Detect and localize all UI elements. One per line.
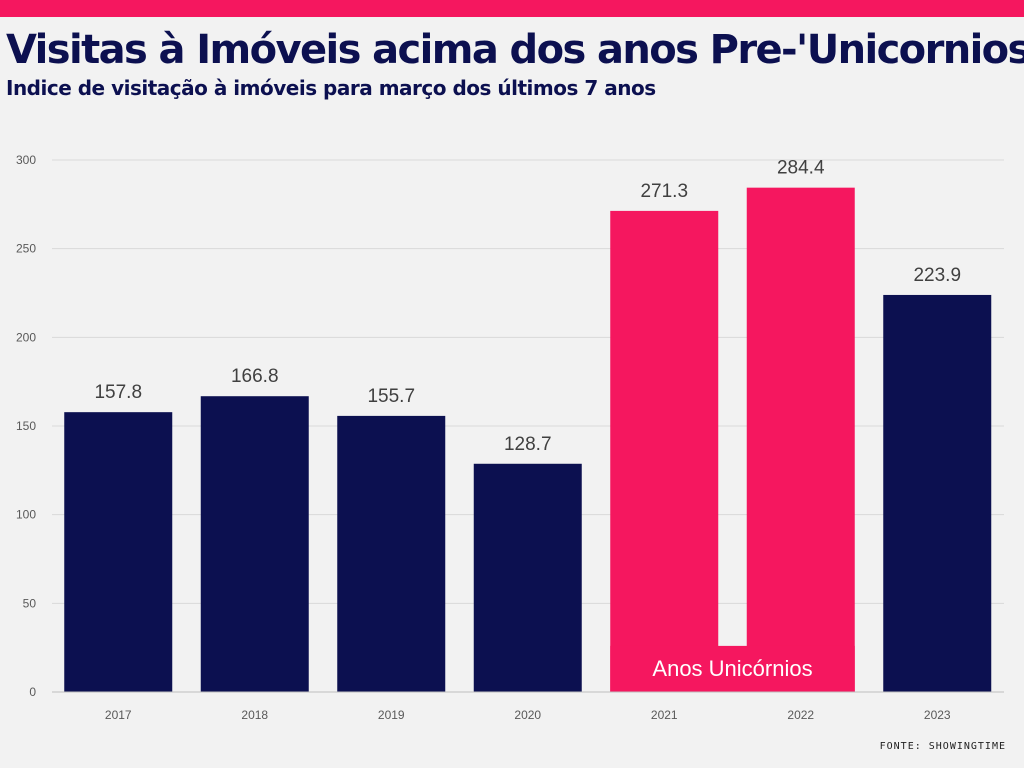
data-label: 155.7 — [367, 386, 415, 407]
bar-2019 — [337, 415, 446, 692]
highlight-band — [610, 645, 855, 692]
data-label: 157.8 — [94, 382, 142, 403]
highlight-label: Anos Unicórnios — [652, 656, 812, 681]
bar-2020 — [473, 463, 582, 692]
y-tick-label: 50 — [23, 596, 37, 610]
data-label: 284.4 — [777, 158, 825, 179]
x-tick-label: 2023 — [924, 708, 951, 722]
y-tick-label: 300 — [16, 153, 36, 167]
data-label: 271.3 — [640, 181, 688, 202]
x-tick-label: 2021 — [651, 708, 678, 722]
y-tick-label: 200 — [16, 330, 36, 344]
data-label: 166.8 — [231, 366, 279, 387]
x-tick-label: 2017 — [105, 708, 132, 722]
chart-title: Visitas à Imóveis acima dos anos Pre-'Un… — [6, 27, 1024, 73]
top-accent-bar — [0, 0, 1024, 17]
x-tick-label: 2022 — [787, 708, 814, 722]
bar-2017 — [64, 412, 173, 692]
bar-2021 — [610, 210, 719, 693]
x-tick-label: 2018 — [241, 708, 268, 722]
bar-2023 — [883, 294, 992, 692]
bar-2018 — [200, 396, 309, 692]
bar-2022 — [746, 187, 855, 692]
x-tick-label: 2019 — [378, 708, 405, 722]
chart-subtitle: Indice de visitação à imóveis para março… — [6, 76, 656, 100]
x-tick-label: 2020 — [514, 708, 541, 722]
y-tick-label: 150 — [16, 419, 36, 433]
data-label: 128.7 — [504, 434, 552, 455]
data-label: 223.9 — [913, 265, 961, 286]
y-tick-label: 250 — [16, 242, 36, 256]
y-tick-label: 100 — [16, 508, 36, 522]
source-credit: FONTE: SHOWINGTIME — [879, 741, 1006, 752]
y-tick-label: 0 — [29, 685, 36, 699]
